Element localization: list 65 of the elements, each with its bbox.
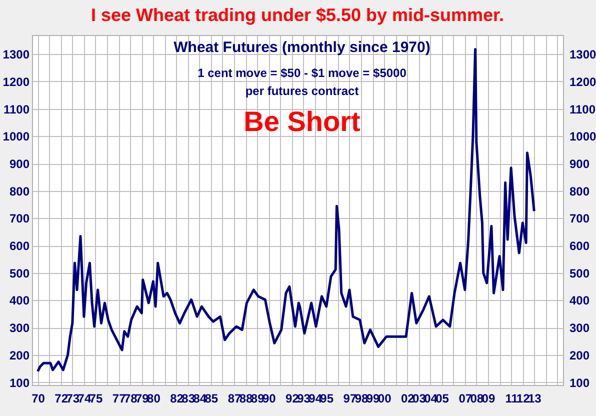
y2-tick-label: 1300 (570, 48, 596, 62)
x-tick-label: 08 (470, 392, 484, 406)
chart-subtitle: Wheat Futures (monthly since 1970) (174, 39, 430, 56)
x-tick-label: 02 (400, 392, 415, 406)
y-tick-label: 100 (9, 376, 30, 390)
y2-tick-label: 100 (570, 376, 590, 390)
x-tick-label: 99 (366, 392, 380, 406)
y2-tick-label: 600 (570, 239, 590, 254)
x-tick-label: 79 (135, 392, 150, 406)
x-tick-label: 89 (250, 392, 265, 406)
x-tick-label: 90 (262, 392, 276, 406)
y-tick-label: 900 (9, 157, 30, 172)
y2-tick-label: 300 (570, 321, 590, 336)
y-tick-label: 600 (9, 239, 30, 254)
x-tick-label: 98 (354, 392, 368, 406)
x-tick-label: 78 (124, 392, 138, 406)
y2-tick-label: 500 (570, 266, 590, 280)
x-tick-label: 93 (297, 392, 311, 406)
x-tick-label: 97 (343, 392, 357, 406)
x-tick-label: 07 (458, 392, 472, 406)
x-tick-label: 85 (204, 392, 218, 406)
y-tick-label: 1200 (2, 74, 30, 89)
annotation: Be Short (244, 106, 360, 137)
x-tick-label: 09 (482, 392, 496, 406)
y2-tick-label: 1100 (570, 102, 596, 116)
y-tick-label: 1000 (2, 130, 30, 144)
y2-tick-label: 700 (570, 212, 590, 226)
y-tick-label: 1300 (2, 48, 30, 62)
y-tick-label: 800 (9, 184, 30, 198)
y-tick-label: 1100 (3, 102, 30, 116)
y2-tick-label: 1000 (570, 130, 596, 144)
x-tick-label: 03 (412, 392, 426, 406)
annotation: per futures contract (245, 84, 359, 98)
y-tick-label: 300 (9, 321, 30, 336)
y-tick-label: 400 (9, 294, 30, 308)
x-tick-label: 12 (516, 392, 530, 406)
x-tick-label: 04 (424, 392, 438, 406)
x-tick-label: 13 (528, 392, 542, 406)
x-tick-label: 88 (239, 392, 254, 406)
x-tick-label: 00 (378, 392, 392, 406)
chart-title: I see Wheat trading under $5.50 by mid-summer. (90, 5, 504, 25)
x-tick-label: 92 (286, 392, 300, 406)
x-tick-label: 94 (308, 392, 322, 406)
x-tick-label: 75 (89, 392, 103, 406)
x-tick-label: 87 (228, 392, 242, 406)
x-tick-label: 77 (112, 392, 126, 406)
x-tick-label: 83 (182, 392, 196, 406)
y2-tick-label: 800 (570, 184, 590, 198)
x-tick-label: 05 (436, 392, 450, 406)
x-tick-label: 11 (505, 392, 518, 406)
y-tick-label: 500 (9, 266, 30, 280)
x-tick-label: 80 (147, 392, 161, 406)
x-tick-label: 74 (78, 392, 92, 406)
annotation: 1 cent move = $50 - $1 move = $5000 (198, 66, 407, 80)
y2-tick-label: 1200 (570, 74, 596, 89)
y2-tick-label: 400 (570, 294, 590, 308)
y-tick-label: 700 (9, 212, 30, 226)
x-tick-label: 95 (320, 392, 334, 406)
y2-tick-label: 200 (570, 348, 590, 362)
y-tick-label: 200 (9, 348, 30, 362)
x-tick-label: 82 (170, 392, 184, 406)
x-tick-label: 72 (54, 392, 68, 406)
x-tick-label: 73 (66, 392, 80, 406)
x-tick-label: 70 (32, 392, 46, 406)
y2-tick-label: 900 (570, 157, 590, 172)
